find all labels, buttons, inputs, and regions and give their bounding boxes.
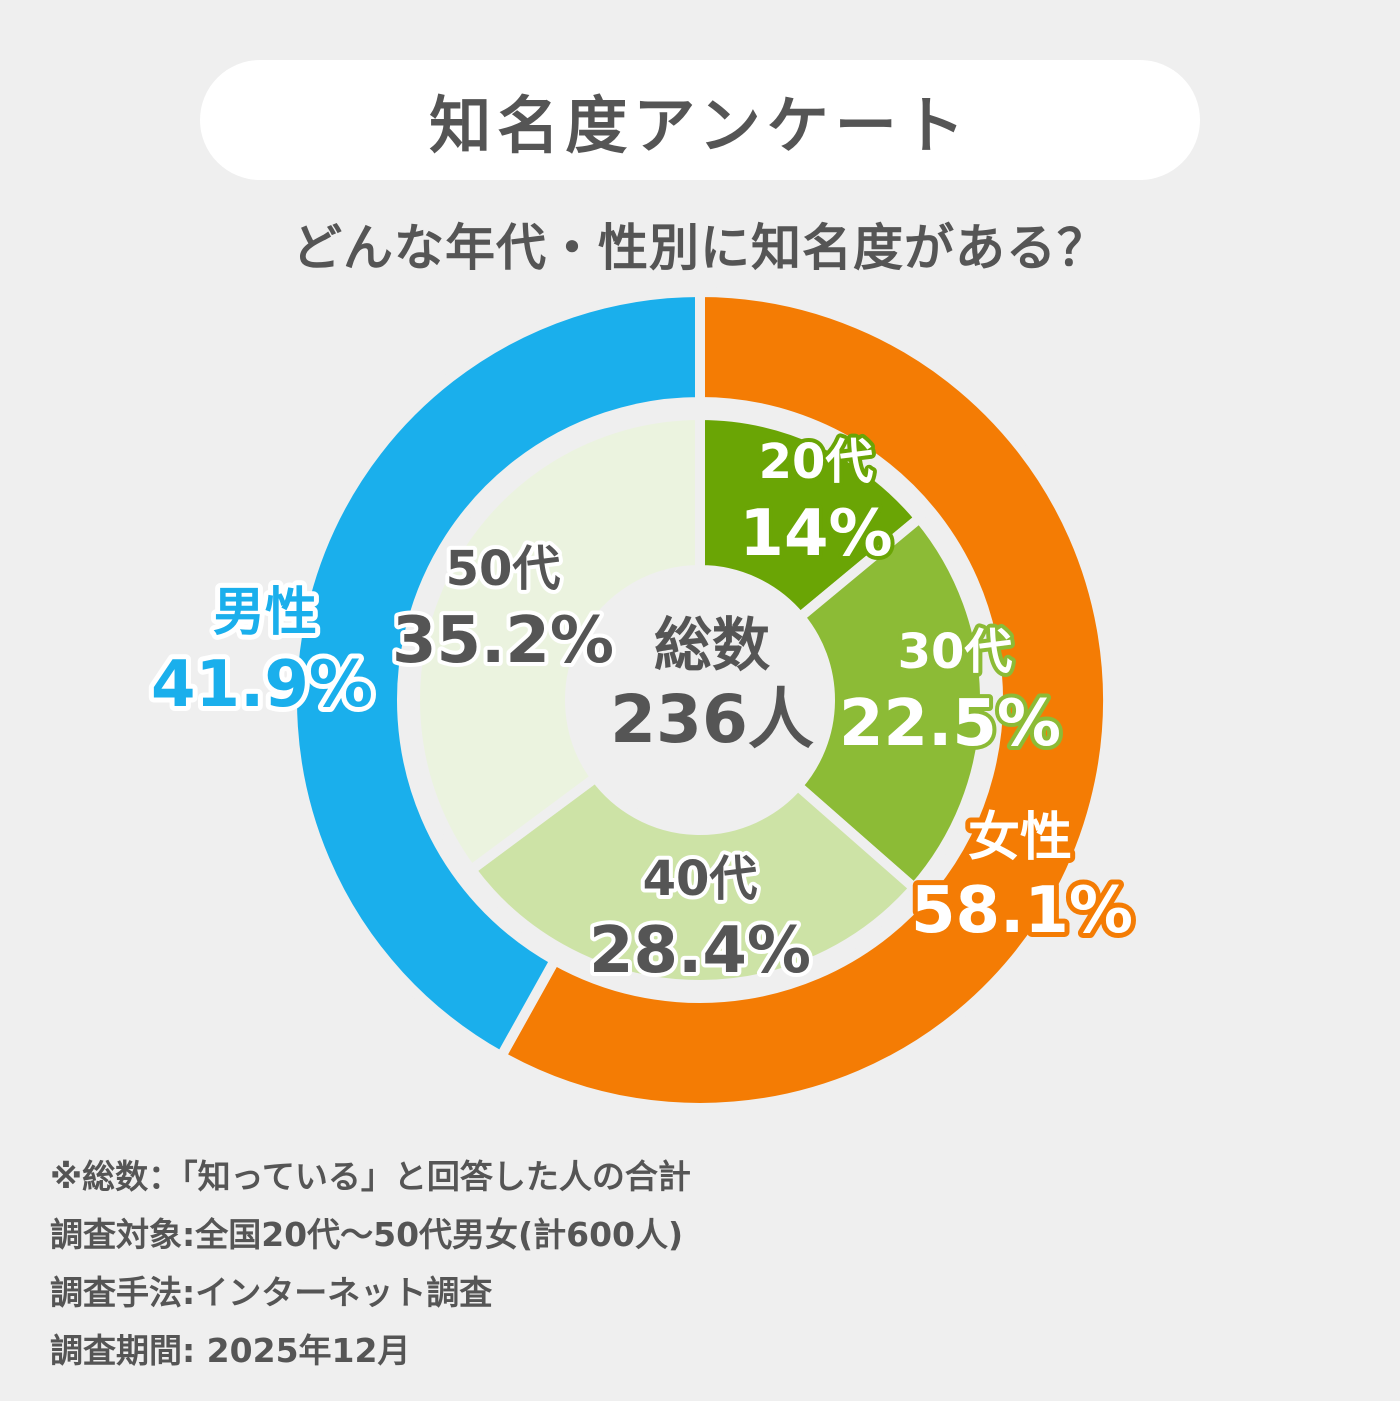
male-value-label: 41.9% (151, 648, 373, 722)
note-period: 調査期間: 2025年12月 (50, 1331, 411, 1370)
page-subtitle: どんな年代・性別に知名度がある？ (292, 219, 1108, 277)
center-total-label: 総数 (654, 611, 770, 679)
age50-name-label: 50代 (446, 541, 561, 597)
chart-labels: 総数 236人 男性 41.9% 女性 58.1% 20代 14% 30代 22… (146, 430, 1138, 992)
note-total: ※総数：「知っている」と回答した人の合計 (50, 1157, 691, 1196)
survey-notes: ※総数：「知っている」と回答した人の合計 調査対象:全国20代～50代男女(計6… (50, 1148, 1370, 1380)
age30-name-label: 30代 (898, 624, 1013, 680)
age-slice-0 (695, 409, 927, 625)
gender-slice-1 (287, 286, 705, 1064)
age40-name-label: 40代 (643, 851, 758, 907)
age-slice-1 (790, 511, 990, 896)
age50-value-label: 35.2% (392, 604, 614, 678)
note-method: 調査手法:インターネット調査 (50, 1273, 493, 1312)
gender-slice-0 (494, 286, 1113, 1113)
age-slice-2 (464, 770, 922, 990)
female-name-label: 女性 (968, 808, 1072, 868)
age30-value-label: 22.5% (839, 687, 1061, 761)
outer-ring (287, 286, 1113, 1113)
note-target: 調査対象:全国20代～50代男女(計600人) (50, 1215, 684, 1254)
age20-value-label: 14% (739, 497, 892, 571)
age-slice-3 (410, 409, 705, 877)
age40-value-label: 28.4% (589, 914, 811, 988)
age20-name-label: 20代 (759, 434, 874, 490)
center-total-value: 236人 (610, 681, 814, 758)
male-name-label: 男性 (213, 583, 317, 643)
title-pill: 知名度アンケート (200, 60, 1200, 180)
inner-ring (410, 409, 990, 990)
page-title: 知名度アンケート (429, 89, 971, 162)
female-value-label: 58.1% (911, 874, 1133, 948)
